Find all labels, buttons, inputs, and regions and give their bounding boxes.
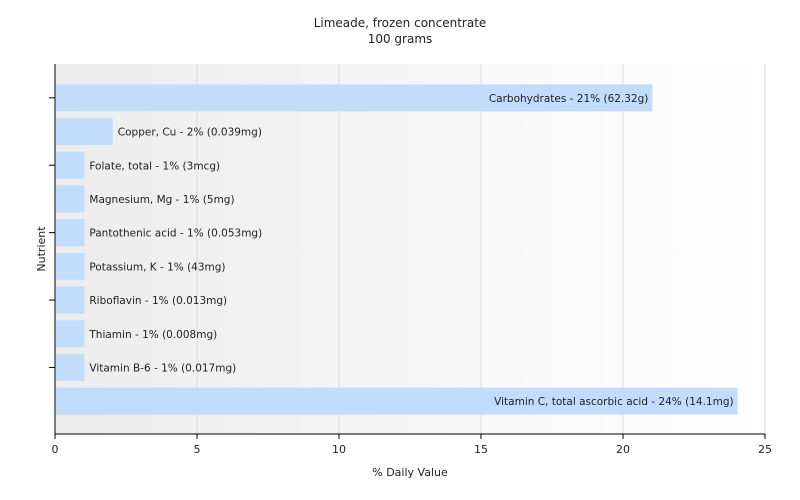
bar-value-label: Vitamin C, total ascorbic acid - 24% (14… bbox=[494, 396, 733, 408]
chart-title: Limeade, frozen concentrate bbox=[313, 16, 487, 30]
bar-value-label: Folate, total - 1% (3mcg) bbox=[89, 160, 220, 172]
plot-area bbox=[55, 64, 765, 434]
bar-value-label: Vitamin B-6 - 1% (0.017mg) bbox=[89, 362, 236, 374]
bar-value-label: Riboflavin - 1% (0.013mg) bbox=[89, 295, 227, 307]
axes: 0 5 10 15 20 25 bbox=[49, 64, 772, 456]
x-axis-label: % Daily Value bbox=[372, 466, 448, 479]
bar-value-label: Copper, Cu - 2% (0.039mg) bbox=[118, 127, 262, 139]
bar-value-label: Potassium, K - 1% (43mg) bbox=[89, 261, 225, 273]
gridlines bbox=[196, 64, 766, 434]
x-tick-label: 25 bbox=[758, 443, 772, 456]
bar-value-label: Thiamin - 1% (0.008mg) bbox=[88, 329, 217, 341]
bar bbox=[56, 118, 113, 146]
chart-title-block: Limeade, frozen concentrate 100 grams bbox=[0, 15, 800, 47]
bar-value-label: Magnesium, Mg - 1% (5mg) bbox=[89, 194, 234, 206]
bar bbox=[56, 151, 85, 179]
bar bbox=[56, 353, 85, 381]
x-tick-label: 0 bbox=[52, 443, 59, 456]
bar bbox=[56, 185, 85, 213]
bar-value-label: Carbohydrates - 21% (62.32g) bbox=[489, 93, 649, 105]
x-tick-label: 15 bbox=[474, 443, 488, 456]
bar bbox=[56, 219, 85, 247]
bar bbox=[56, 320, 85, 348]
bar bbox=[56, 252, 85, 280]
bar bbox=[56, 84, 653, 112]
bar bbox=[56, 387, 738, 415]
bar-value-label: Pantothenic acid - 1% (0.053mg) bbox=[89, 228, 262, 240]
bar bbox=[56, 286, 85, 314]
x-tick-label: 5 bbox=[194, 443, 201, 456]
chart-subtitle: 100 grams bbox=[367, 32, 433, 46]
x-tick-label: 10 bbox=[332, 443, 346, 456]
y-axis-label: Nutrient bbox=[35, 226, 48, 272]
bars: Carbohydrates - 21% (62.32g) Copper, Cu -… bbox=[56, 84, 738, 415]
x-tick-label: 20 bbox=[616, 443, 630, 456]
